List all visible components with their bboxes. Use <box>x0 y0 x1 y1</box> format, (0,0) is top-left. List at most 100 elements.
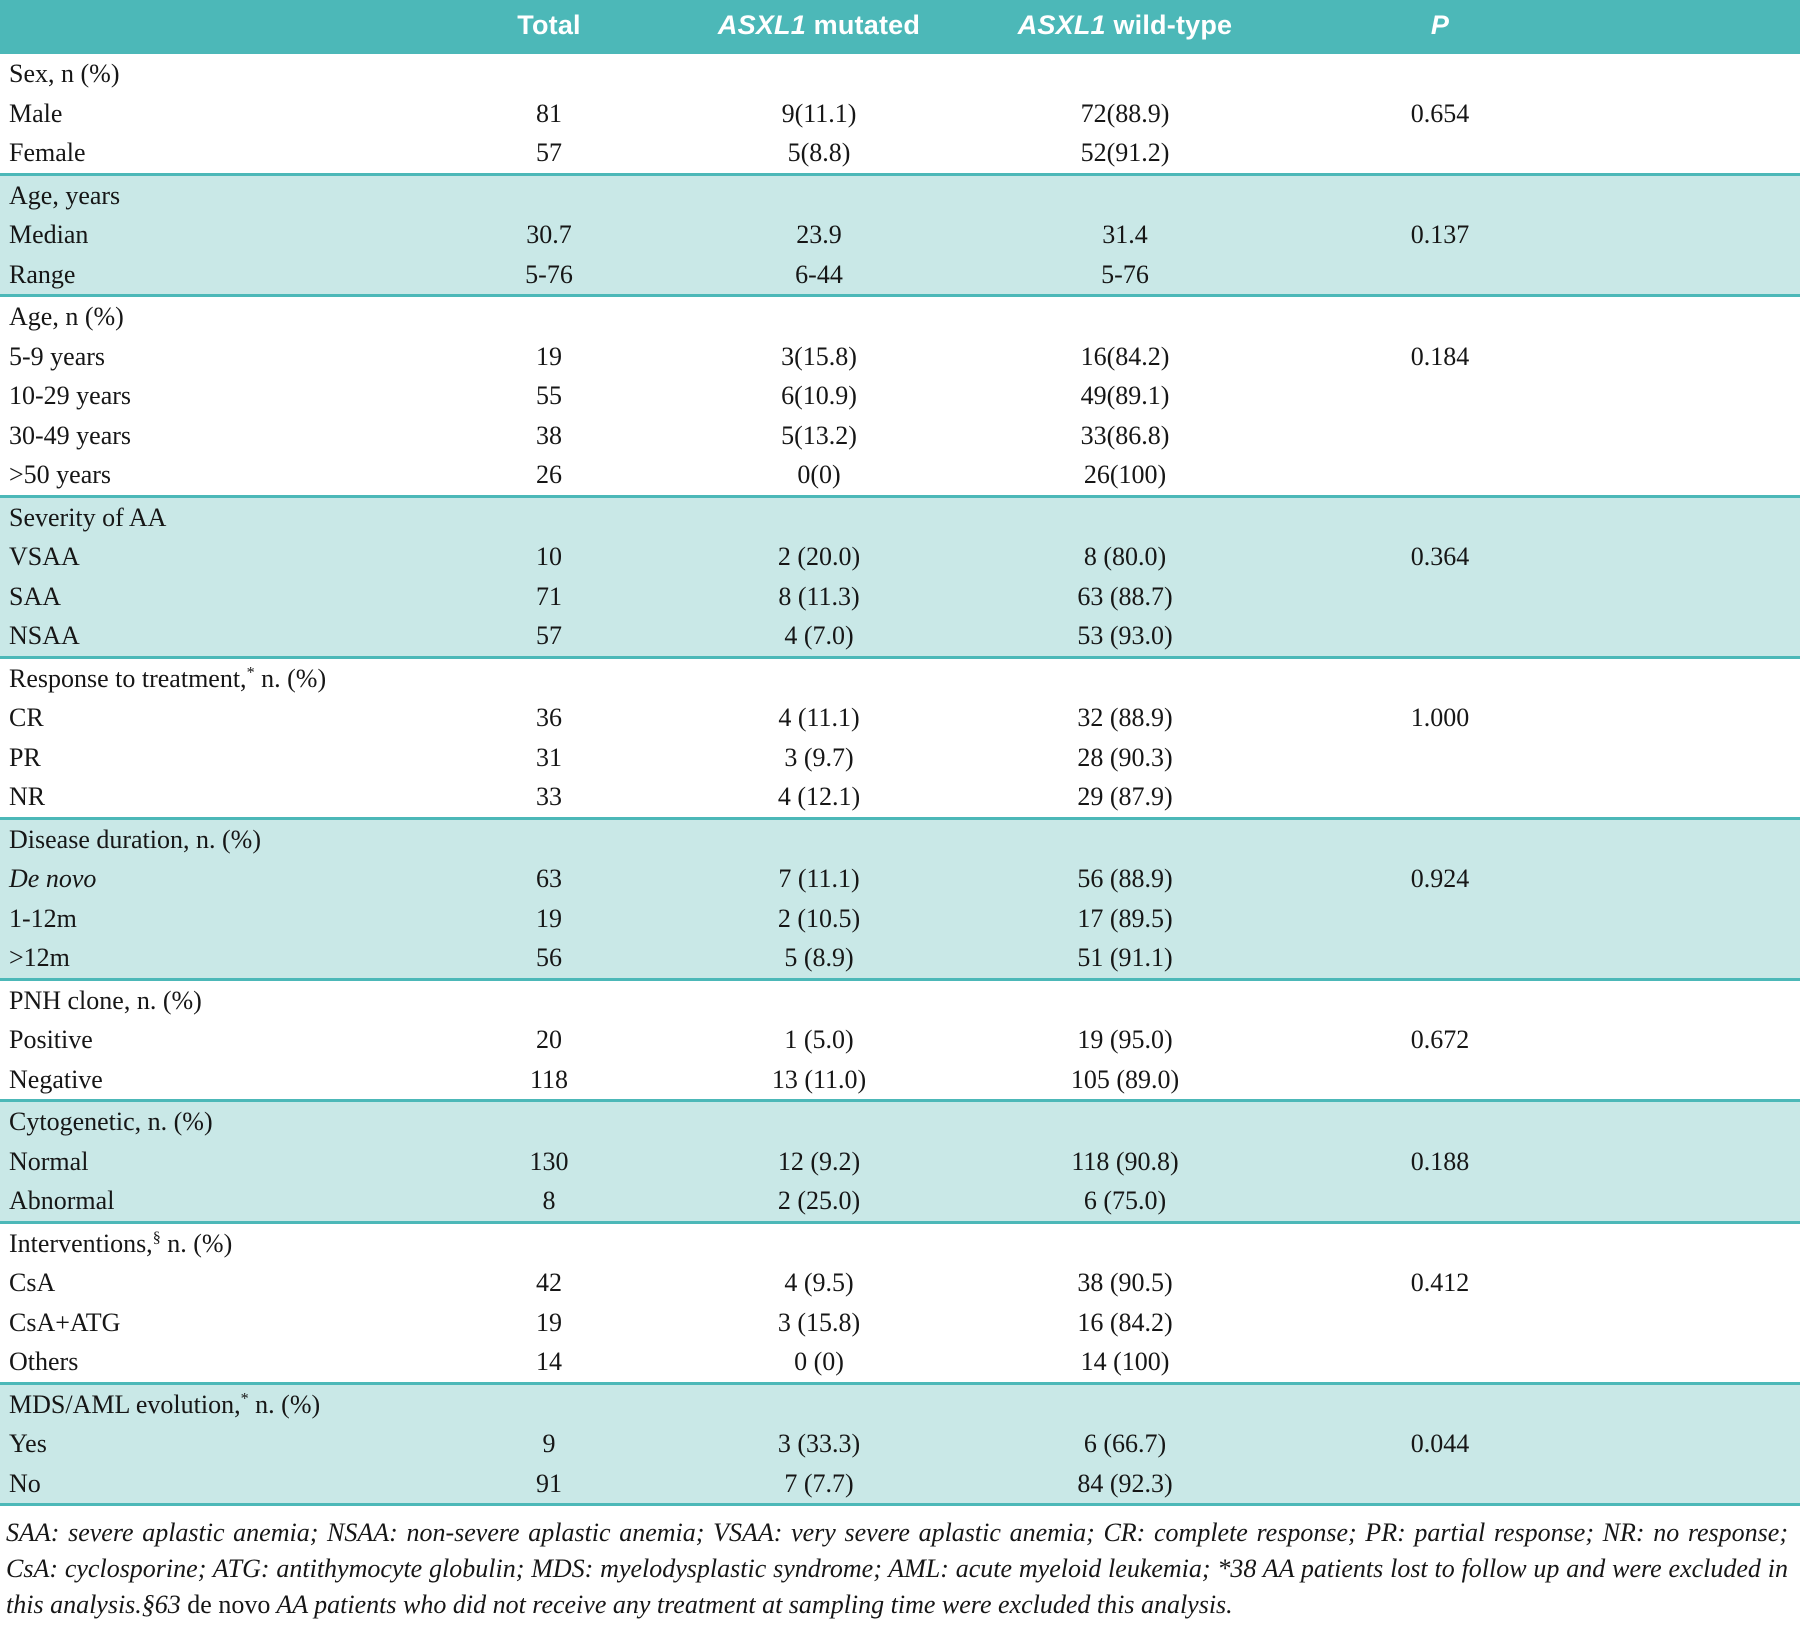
footnote-segment: SAA: severe aplastic anemia; NSAA: non-s… <box>6 1518 1788 1619</box>
section-header-row: Sex, n (%) <box>0 51 1800 94</box>
patient-characteristics-table: Total ASXL1 mutated ASXL1 wild-type P Se… <box>0 0 1800 1506</box>
table-row: Median 30.7 23.9 31.4 0.137 <box>0 215 1800 255</box>
cell-filler <box>1602 859 1800 899</box>
cell-filler <box>1602 455 1800 496</box>
footnote-marker: * <box>240 1389 249 1407</box>
cell-asxl1-wildtype: 6 (66.7) <box>972 1424 1278 1464</box>
cell-total: 33 <box>536 782 562 811</box>
cell-total: 31 <box>536 742 562 772</box>
cell-asxl1-wildtype: 49(89.1) <box>1080 381 1170 410</box>
section-title: PNH clone, n. (%) <box>0 977 1800 1020</box>
section-title: Cytogenetic, n. (%) <box>0 1099 1800 1142</box>
cell-filler <box>1602 1141 1800 1181</box>
cell-asxl1-wildtype: 19 (95.0) <box>1077 1025 1173 1054</box>
col-header-total: Total <box>432 0 666 53</box>
cell-asxl1-mutated: 3(15.8) <box>781 341 857 371</box>
table-row: NR 33 4 (12.1) 29 (87.9) <box>0 777 1800 818</box>
cell-p-value <box>1278 616 1602 657</box>
cell-asxl1-wildtype: 63 (88.7) <box>972 576 1278 616</box>
footnote: SAA: severe aplastic anemia; NSAA: non-s… <box>0 1506 1800 1629</box>
cell-total: 56 <box>432 938 666 979</box>
cell-asxl1-wildtype: 14 (100) <box>1080 1347 1170 1376</box>
footnote-marker: § <box>152 1228 161 1246</box>
table-row: >12m 56 5 (8.9) 51 (91.1) <box>0 938 1800 979</box>
cell-asxl1-mutated: 23.9 <box>666 215 972 255</box>
cell-p-value: 0.412 <box>1410 1268 1470 1297</box>
cell-p-value <box>1278 777 1602 818</box>
cell-p-value <box>1278 1463 1602 1506</box>
cell-asxl1-mutated: 1 (5.0) <box>784 1025 854 1054</box>
cell-total: 57 <box>536 138 562 167</box>
footnote-segment: de novo <box>187 1589 271 1619</box>
col-header-total-label: Total <box>517 10 581 40</box>
row-label: Others <box>9 1347 79 1376</box>
cell-asxl1-mutated: 7 (7.7) <box>666 1463 972 1506</box>
row-label: Range <box>0 254 432 296</box>
cell-asxl1-mutated: 8 (11.3) <box>666 576 972 616</box>
col-header-p-label: P <box>1430 10 1450 40</box>
table-row: 5-9 years 19 3(15.8) 16(84.2) 0.184 <box>0 337 1800 377</box>
cell-p-value <box>1278 738 1602 778</box>
cell-asxl1-wildtype: 26(100) <box>1083 460 1167 489</box>
row-label: Positive <box>9 1025 93 1054</box>
cell-filler <box>1602 337 1800 377</box>
cell-asxl1-mutated: 7 (11.1) <box>666 859 972 899</box>
cell-asxl1-mutated: 5 (8.9) <box>666 938 972 979</box>
table-row: Yes 9 3 (33.3) 6 (66.7) 0.044 <box>0 1424 1800 1464</box>
cell-asxl1-wildtype: 16(84.2) <box>1080 341 1170 371</box>
cell-asxl1-mutated: 13 (11.0) <box>771 1064 867 1094</box>
cell-asxl1-wildtype: 118 (90.8) <box>972 1141 1278 1181</box>
cell-total: 5-76 <box>432 254 666 296</box>
cell-asxl1-wildtype: 8 (80.0) <box>972 537 1278 577</box>
cell-p-value <box>1278 576 1602 616</box>
cell-filler <box>1602 1463 1800 1506</box>
cell-asxl1-wildtype: 6 (75.0) <box>972 1181 1278 1222</box>
table-row: CR 36 4 (11.1) 32 (88.9) 1.000 <box>0 698 1800 738</box>
cell-asxl1-wildtype: 84 (92.3) <box>972 1463 1278 1506</box>
cell-total: 91 <box>432 1463 666 1506</box>
cell-total: 30.7 <box>432 215 666 255</box>
table-row: SAA 71 8 (11.3) 63 (88.7) <box>0 576 1800 616</box>
cell-asxl1-mutated: 3 (15.8) <box>777 1307 861 1337</box>
cell-total: 63 <box>432 859 666 899</box>
section-title: Age, years <box>0 172 1800 215</box>
table-row: 30-49 years 38 5(13.2) 33(86.8) <box>0 416 1800 456</box>
cell-asxl1-wildtype: 29 (87.9) <box>1077 782 1173 811</box>
section-header-row: Severity of AA <box>0 494 1800 537</box>
row-label: >50 years <box>9 460 112 489</box>
cell-filler <box>1602 376 1800 416</box>
cell-total: 26 <box>536 460 562 489</box>
cell-p-value: 1.000 <box>1410 703 1470 732</box>
row-label: PR <box>9 742 41 772</box>
cell-total: 55 <box>536 381 562 410</box>
cell-filler <box>1602 1263 1800 1303</box>
cell-p-value: 0.184 <box>1410 341 1470 371</box>
cell-p-value: 0.044 <box>1278 1424 1602 1464</box>
row-label: SAA <box>0 576 432 616</box>
cell-p-value <box>1278 254 1602 296</box>
cell-asxl1-mutated: 3 (9.7) <box>784 742 854 772</box>
row-label: 30-49 years <box>9 420 132 450</box>
cell-total: 14 <box>536 1347 562 1376</box>
cell-asxl1-wildtype: 51 (91.1) <box>972 938 1278 979</box>
section-header-row: Response to treatment,* n. (%) <box>0 655 1800 698</box>
cell-asxl1-wildtype: 5-76 <box>972 254 1278 296</box>
col-header-p-value: P <box>1278 0 1602 53</box>
cell-total: 10 <box>432 537 666 577</box>
col-header-asxl1-mutated: ASXL1 mutated <box>666 0 972 53</box>
cell-asxl1-mutated: 6-44 <box>666 254 972 296</box>
table-row: Female 57 5(8.8) 52(91.2) <box>0 133 1800 174</box>
row-label: 10-29 years <box>9 381 132 410</box>
cell-asxl1-mutated: 3 (33.3) <box>666 1424 972 1464</box>
cell-asxl1-mutated: 4 (11.1) <box>778 703 860 732</box>
section-header-row: Cytogenetic, n. (%) <box>0 1099 1800 1142</box>
row-label: Normal <box>0 1141 432 1181</box>
row-label: CR <box>9 703 44 732</box>
row-label: >12m <box>0 938 432 979</box>
cell-asxl1-wildtype: 32 (88.9) <box>1077 703 1173 732</box>
cell-total: 118 <box>529 1064 569 1094</box>
cell-filler <box>1602 898 1800 938</box>
cell-filler <box>1602 537 1800 577</box>
cell-asxl1-wildtype: 38 (90.5) <box>1077 1268 1173 1297</box>
